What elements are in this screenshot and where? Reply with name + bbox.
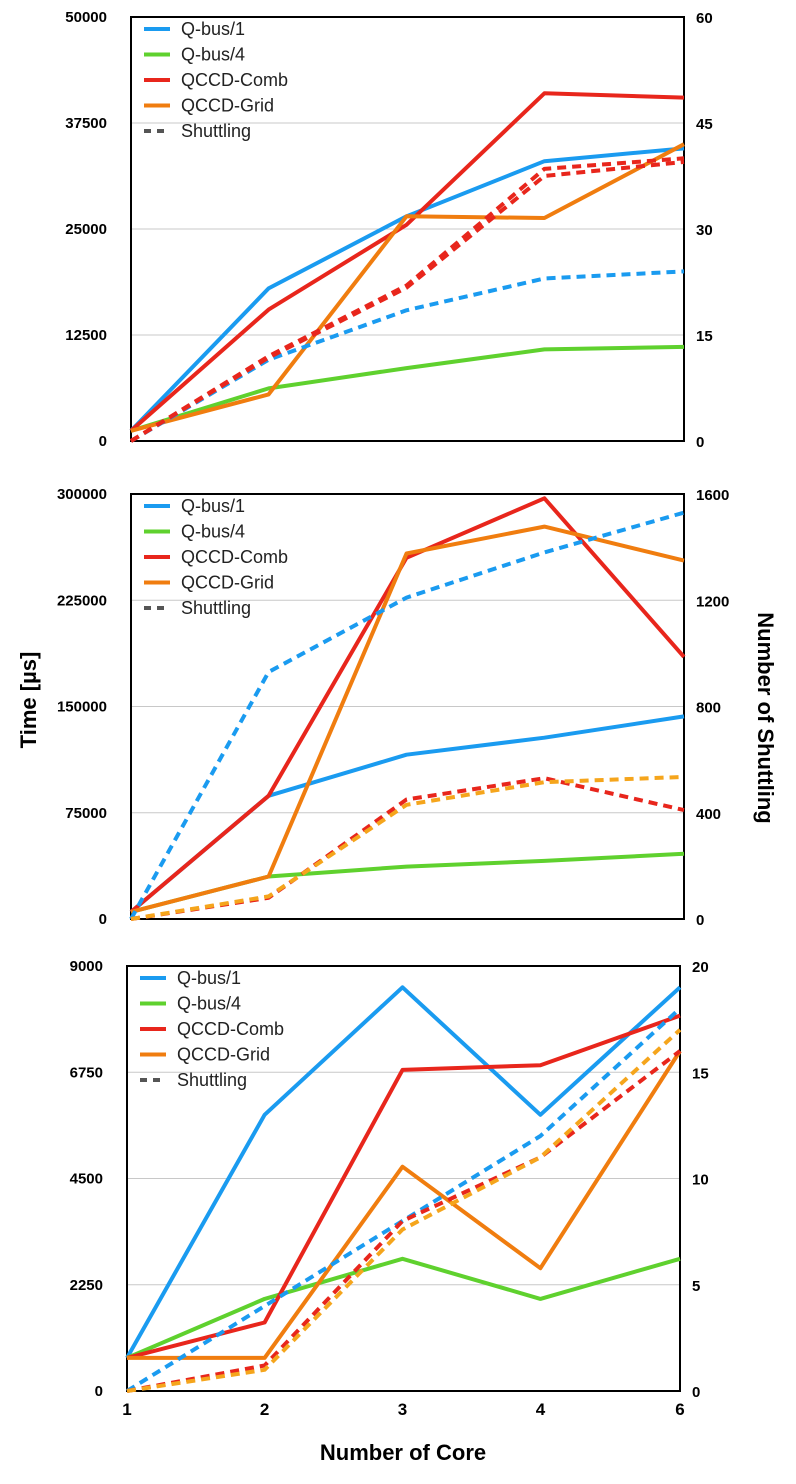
legend: Q-bus/1 Q-bus/4 QCCD-Comb QCCD-Grid Shuttlin…: [144, 19, 288, 141]
y2-tick-label: 800: [696, 700, 721, 717]
legend-label: Shuttling: [181, 121, 251, 141]
y2-tick-label: 400: [696, 806, 721, 823]
legend-label: Q-bus/1: [177, 968, 241, 988]
legend-label: QCCD-Grid: [181, 573, 274, 593]
legend-label: Q-bus/1: [181, 19, 245, 39]
y-tick-label: 300000: [57, 486, 107, 503]
series-line-q-bus-4: [126, 1256, 681, 1360]
y-tick-label: 50000: [65, 9, 107, 26]
legend-label: Q-bus/4: [181, 522, 245, 542]
x-tick-label: 2: [260, 1400, 269, 1419]
y-tick-label: 75000: [65, 805, 107, 822]
legend-label: QCCD-Comb: [177, 1019, 284, 1039]
y2-tick-label: 15: [696, 328, 713, 345]
y-tick-label: 2250: [70, 1277, 103, 1294]
y2-tick-label: 45: [696, 116, 713, 133]
series-line-qccd-grid: [130, 142, 685, 433]
x-tick-label: 3: [398, 1400, 407, 1419]
y2-tick-label: 5: [692, 1278, 700, 1295]
legend-label: QCCD-Comb: [181, 70, 288, 90]
y-tick-label: 0: [99, 911, 107, 928]
legend-label: QCCD-Comb: [181, 547, 288, 567]
legend-label: Shuttling: [177, 1070, 247, 1090]
series-line-qccd-comb-shuttling: [129, 156, 685, 443]
y-axis-title-right: Number of Shuttling: [753, 612, 778, 823]
chart-panels: 012500250003750050000015304560Q-bus/1Q-b…: [57, 9, 729, 1419]
y-tick-label: 225000: [57, 592, 107, 609]
series-line-q-bus-1: [129, 714, 685, 914]
legend-label: QCCD-Grid: [181, 96, 274, 116]
y-tick-label: 150000: [57, 699, 107, 716]
series-line-qccd-grid-shuttling: [130, 774, 685, 921]
y-tick-label: 37500: [65, 115, 107, 132]
legend-label: Q-bus/4: [181, 45, 245, 65]
series-line-q-bus-4: [130, 851, 685, 914]
series-line-qccd-grid: [127, 1049, 682, 1360]
y2-tick-label: 1600: [696, 487, 729, 504]
y-tick-label: 4500: [70, 1171, 103, 1188]
series-line-qccd-comb-shuttling: [126, 1049, 682, 1393]
y2-tick-label: 1200: [696, 593, 729, 610]
legend-label: Q-bus/4: [177, 994, 241, 1014]
y-tick-label: 0: [99, 433, 107, 450]
series-line-qccd-grid-shuttling: [126, 1028, 682, 1393]
chart-panel-1: 012500250003750050000015304560Q-bus/1Q-b…: [65, 9, 712, 451]
y-tick-label: 9000: [70, 958, 103, 975]
legend-label: QCCD-Grid: [177, 1045, 270, 1065]
series-line-qccd-comb: [129, 91, 685, 433]
y2-tick-label: 20: [692, 959, 709, 976]
series-line-qccd-comb: [126, 1013, 681, 1360]
y2-tick-label: 0: [692, 1384, 700, 1401]
series-line-q-bus-1-shuttling: [129, 510, 685, 920]
x-tick-label: 4: [536, 1400, 546, 1419]
plot-frame: [130, 493, 685, 920]
y2-tick-label: 15: [692, 1065, 709, 1082]
legend-label: Shuttling: [181, 598, 251, 618]
series-line-q-bus-4: [130, 344, 685, 433]
series-line-q-bus-1-shuttling: [125, 1007, 682, 1393]
y2-tick-label: 60: [696, 10, 713, 27]
x-tick-label: 6: [675, 1400, 684, 1419]
x-tick-label: 1: [122, 1400, 131, 1419]
series-line-q-bus-1: [125, 985, 682, 1359]
chart-panel-2: 0 75000 150000 225000 300000 0 400 800 1200 1600 Q…: [57, 486, 729, 929]
y-tick-label: 0: [95, 1383, 103, 1400]
y2-tick-label: 0: [696, 434, 704, 451]
plot-frame: [126, 965, 681, 1392]
plot-frame: [130, 16, 685, 442]
series-line-qccd-grid-shuttling: [129, 159, 685, 443]
legend-label: Q-bus/1: [181, 496, 245, 516]
y-tick-label: 25000: [65, 221, 107, 238]
y2-tick-label: 30: [696, 222, 713, 239]
y2-tick-label: 0: [696, 912, 704, 929]
y-tick-label: 12500: [65, 327, 107, 344]
y-axis-title-left: Time [µs]: [16, 652, 41, 749]
legend: Q-bus/1 Q-bus/4 QCCD-Comb QCCD-Grid Shuttlin…: [144, 496, 288, 618]
legend: Q-bus/1 Q-bus/4 QCCD-Comb QCCD-Grid Shuttlin…: [140, 968, 284, 1090]
series-line-qccd-comb-shuttling: [130, 776, 685, 921]
x-axis-title: Number of Core: [320, 1440, 486, 1465]
y2-tick-label: 10: [692, 1172, 709, 1189]
y-tick-label: 6750: [70, 1064, 103, 1081]
